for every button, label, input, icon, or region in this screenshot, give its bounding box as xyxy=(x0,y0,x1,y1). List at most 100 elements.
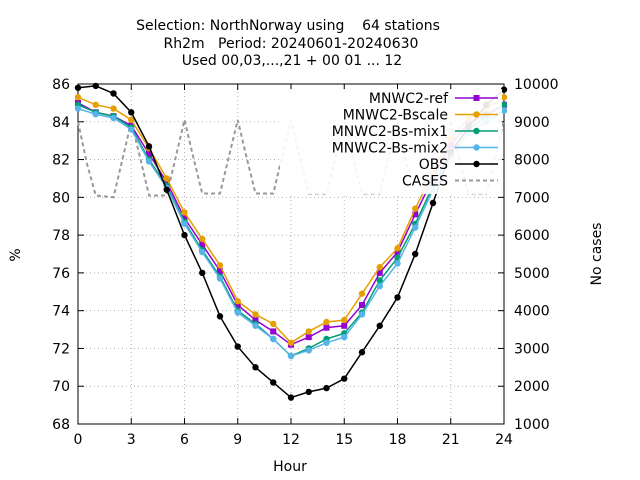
x-tick-label: 24 xyxy=(495,432,513,448)
data-point xyxy=(376,264,383,271)
legend-marker xyxy=(473,160,480,168)
data-point xyxy=(74,94,82,101)
data-point xyxy=(181,209,188,216)
data-point xyxy=(110,105,117,112)
data-point xyxy=(128,109,135,116)
data-point xyxy=(234,302,241,308)
y2-tick-label: 9000 xyxy=(514,115,550,131)
data-point xyxy=(394,245,401,252)
y2-tick-label: 1000 xyxy=(514,417,550,433)
data-point xyxy=(216,275,224,282)
series-obs xyxy=(74,82,508,401)
y2-tick-label: 8000 xyxy=(514,153,550,169)
data-point xyxy=(394,294,401,301)
data-point xyxy=(412,205,419,212)
data-point xyxy=(92,111,99,118)
data-point xyxy=(412,211,419,218)
data-point xyxy=(252,311,259,318)
x-tick-label: 9 xyxy=(233,432,242,448)
data-point xyxy=(376,322,383,329)
data-point xyxy=(199,248,206,256)
data-point xyxy=(74,84,82,91)
data-point xyxy=(287,339,295,346)
legend-marker xyxy=(473,95,480,101)
data-point xyxy=(181,215,188,222)
data-point xyxy=(270,379,277,386)
data-point xyxy=(305,328,312,335)
data-point xyxy=(252,322,259,329)
title-line-3: Used 00,03,...,21 + 00 01 ... 12 xyxy=(182,53,402,69)
data-point xyxy=(359,302,365,308)
title-line-2: Rh2m Period: 20240601-20240630 xyxy=(164,36,419,52)
data-point xyxy=(181,220,188,227)
legend-label: MNWC2-ref xyxy=(369,91,449,107)
y2-tick-label: 4000 xyxy=(514,304,550,320)
data-point xyxy=(163,179,170,186)
y-tick-label: 86 xyxy=(52,77,70,93)
data-point xyxy=(323,324,330,331)
data-point xyxy=(358,311,366,318)
y-tick-label: 82 xyxy=(52,153,70,169)
data-point xyxy=(341,316,348,324)
x-tick-label: 6 xyxy=(180,432,189,448)
data-point xyxy=(376,269,383,276)
data-point xyxy=(145,143,153,150)
data-point xyxy=(323,384,330,392)
legend-label: CASES xyxy=(402,174,448,190)
y2-tick-label: 3000 xyxy=(514,341,550,357)
data-point xyxy=(305,388,312,396)
data-point xyxy=(92,82,99,90)
data-point xyxy=(376,282,383,290)
legend-label: MNWC2-Bs-mix2 xyxy=(332,141,448,157)
data-point xyxy=(110,114,117,122)
data-point xyxy=(199,269,206,277)
data-point xyxy=(216,313,224,320)
data-point xyxy=(394,249,401,256)
data-point xyxy=(394,260,401,267)
y-tick-label: 78 xyxy=(52,228,70,244)
y-tick-label: 74 xyxy=(52,304,70,320)
data-point xyxy=(341,322,348,329)
x-tick-label: 12 xyxy=(282,432,300,448)
y2-tick-label: 5000 xyxy=(514,266,550,282)
y-tick-label: 80 xyxy=(52,190,70,206)
data-point xyxy=(500,101,508,108)
legend-background xyxy=(280,89,502,194)
data-point xyxy=(146,150,152,157)
data-point xyxy=(412,224,419,231)
y-axis-label: % xyxy=(8,248,24,261)
data-point xyxy=(216,262,224,269)
data-point xyxy=(163,186,170,193)
x-tick-label: 15 xyxy=(335,432,353,448)
y2-tick-label: 10000 xyxy=(514,77,559,93)
data-point xyxy=(500,94,508,101)
x-tick-label: 0 xyxy=(74,432,83,448)
legend-marker xyxy=(473,111,480,118)
data-point xyxy=(128,126,135,133)
title-line-1: Selection: NorthNorway using 64 stations xyxy=(136,18,440,34)
y2-tick-label: 2000 xyxy=(514,379,550,395)
data-point xyxy=(252,364,259,371)
data-point xyxy=(376,277,383,284)
data-point xyxy=(128,116,135,124)
data-point xyxy=(358,349,366,356)
data-point xyxy=(270,335,277,343)
x-tick-label: 18 xyxy=(389,432,407,448)
data-point xyxy=(500,86,508,93)
data-point xyxy=(270,320,277,328)
data-point xyxy=(305,334,312,341)
legend-marker xyxy=(473,127,480,135)
data-point xyxy=(287,394,295,401)
y2-tick-label: 6000 xyxy=(514,228,550,244)
data-point xyxy=(341,375,348,382)
data-point xyxy=(163,175,170,182)
y2-tick-label: 7000 xyxy=(514,190,550,206)
data-point xyxy=(358,290,366,297)
data-point xyxy=(234,343,241,350)
data-point xyxy=(92,101,99,108)
x-tick-label: 3 xyxy=(127,432,136,448)
legend-label: MNWC2-Bscale xyxy=(343,108,448,124)
legend: MNWC2-refMNWC2-BscaleMNWC2-Bs-mix1MNWC2-… xyxy=(280,89,502,194)
x-tick-label: 21 xyxy=(442,432,460,448)
